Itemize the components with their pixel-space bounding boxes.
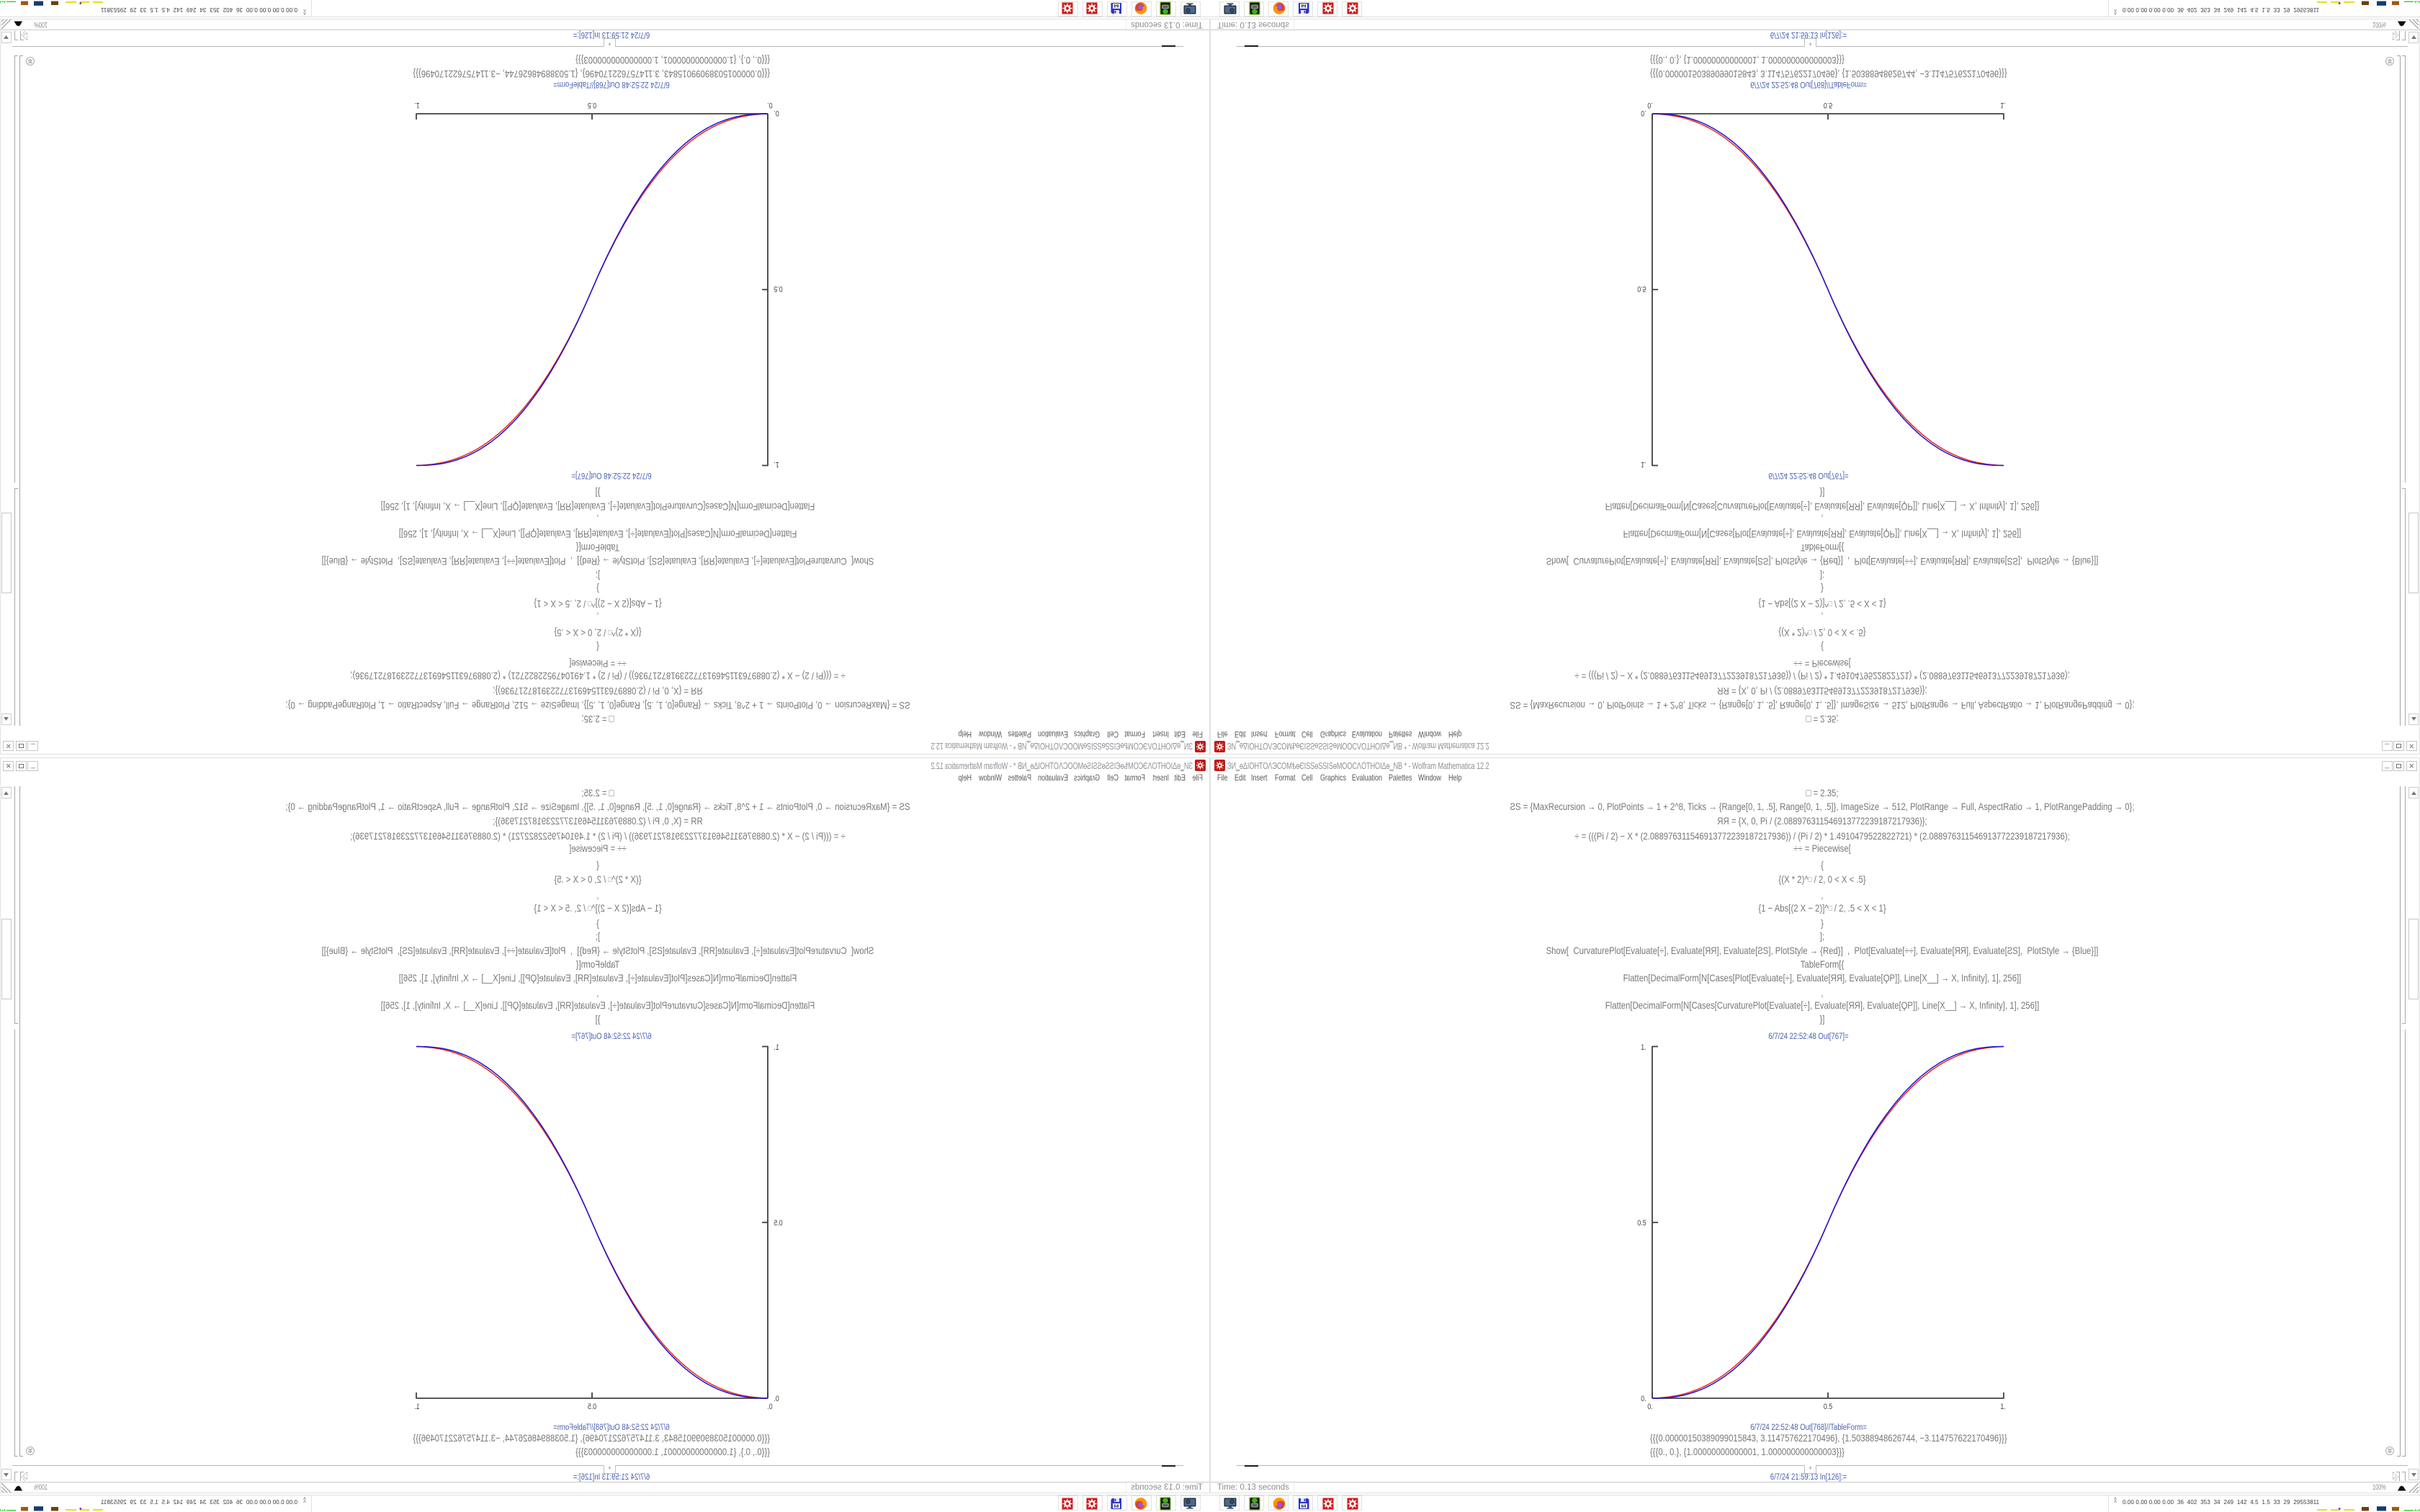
svg-text:64: 64: [1301, 1505, 1307, 1509]
svg-text:64: 64: [1113, 1505, 1119, 1509]
svg-text:64: 64: [1301, 3, 1307, 7]
svg-text:64: 64: [1113, 3, 1119, 7]
